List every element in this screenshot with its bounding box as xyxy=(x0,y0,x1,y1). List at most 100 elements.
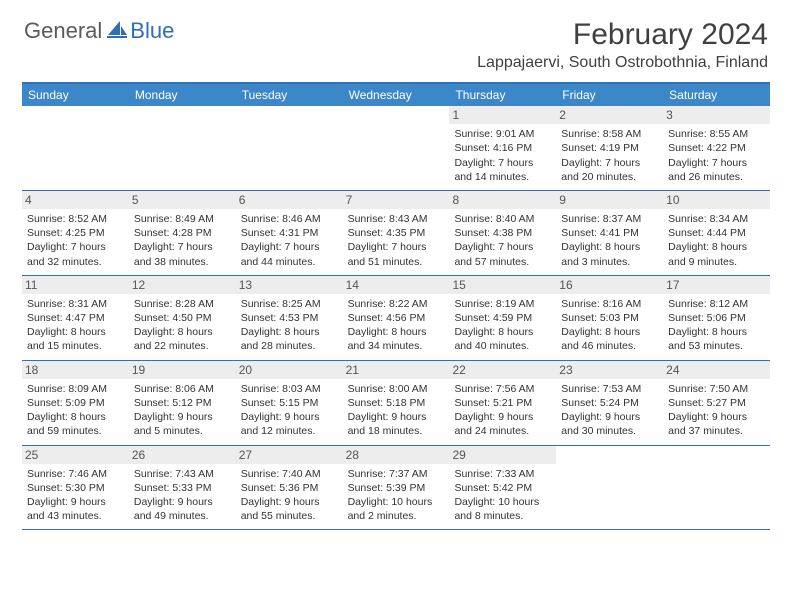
day-cell: 8Sunrise: 8:40 AMSunset: 4:38 PMDaylight… xyxy=(449,191,556,275)
day-number: 1 xyxy=(449,106,556,124)
daylight-text: Daylight: 8 hours xyxy=(241,325,338,339)
sunset-text: Sunset: 5:03 PM xyxy=(561,311,658,325)
daylight-text: and 38 minutes. xyxy=(134,255,231,269)
day-number: 15 xyxy=(449,276,556,294)
day-cell: 14Sunrise: 8:22 AMSunset: 4:56 PMDayligh… xyxy=(343,276,450,360)
dow-sunday: Sunday xyxy=(22,84,129,106)
day-cell xyxy=(663,446,770,530)
daylight-text: and 43 minutes. xyxy=(27,509,124,523)
sunrise-text: Sunrise: 8:22 AM xyxy=(348,297,445,311)
sunrise-text: Sunrise: 8:09 AM xyxy=(27,382,124,396)
day-number: 12 xyxy=(129,276,236,294)
day-number: 26 xyxy=(129,446,236,464)
day-cell: 13Sunrise: 8:25 AMSunset: 4:53 PMDayligh… xyxy=(236,276,343,360)
week-row: 11Sunrise: 8:31 AMSunset: 4:47 PMDayligh… xyxy=(22,276,770,361)
day-cell xyxy=(556,446,663,530)
daylight-text: and 12 minutes. xyxy=(241,424,338,438)
daylight-text: and 22 minutes. xyxy=(134,339,231,353)
day-cell xyxy=(236,106,343,190)
day-cell: 11Sunrise: 8:31 AMSunset: 4:47 PMDayligh… xyxy=(22,276,129,360)
day-cell: 9Sunrise: 8:37 AMSunset: 4:41 PMDaylight… xyxy=(556,191,663,275)
sunrise-text: Sunrise: 8:31 AM xyxy=(27,297,124,311)
day-cell: 18Sunrise: 8:09 AMSunset: 5:09 PMDayligh… xyxy=(22,361,129,445)
daylight-text: and 34 minutes. xyxy=(348,339,445,353)
sunrise-text: Sunrise: 8:43 AM xyxy=(348,212,445,226)
daylight-text: and 46 minutes. xyxy=(561,339,658,353)
day-cell xyxy=(129,106,236,190)
sunrise-text: Sunrise: 7:43 AM xyxy=(134,467,231,481)
sunrise-text: Sunrise: 8:12 AM xyxy=(668,297,765,311)
daylight-text: Daylight: 9 hours xyxy=(241,495,338,509)
day-cell: 29Sunrise: 7:33 AMSunset: 5:42 PMDayligh… xyxy=(449,446,556,530)
sunset-text: Sunset: 5:24 PM xyxy=(561,396,658,410)
sunrise-text: Sunrise: 8:58 AM xyxy=(561,127,658,141)
daylight-text: and 37 minutes. xyxy=(668,424,765,438)
daylight-text: Daylight: 8 hours xyxy=(27,325,124,339)
sunset-text: Sunset: 4:28 PM xyxy=(134,226,231,240)
day-number: 23 xyxy=(556,361,663,379)
week-row: 1Sunrise: 9:01 AMSunset: 4:16 PMDaylight… xyxy=(22,106,770,191)
sunset-text: Sunset: 4:47 PM xyxy=(27,311,124,325)
sunset-text: Sunset: 4:53 PM xyxy=(241,311,338,325)
calendar: Sunday Monday Tuesday Wednesday Thursday… xyxy=(22,82,770,530)
logo: General Blue xyxy=(24,18,174,44)
daylight-text: and 44 minutes. xyxy=(241,255,338,269)
header: General Blue February 2024 Lappajaervi, … xyxy=(0,0,792,76)
day-number: 13 xyxy=(236,276,343,294)
sunset-text: Sunset: 4:44 PM xyxy=(668,226,765,240)
daylight-text: and 53 minutes. xyxy=(668,339,765,353)
daylight-text: Daylight: 9 hours xyxy=(27,495,124,509)
daylight-text: Daylight: 9 hours xyxy=(454,410,551,424)
sunset-text: Sunset: 5:15 PM xyxy=(241,396,338,410)
day-number: 24 xyxy=(663,361,770,379)
daylight-text: Daylight: 7 hours xyxy=(454,156,551,170)
day-number: 6 xyxy=(236,191,343,209)
day-number: 18 xyxy=(22,361,129,379)
sunset-text: Sunset: 4:25 PM xyxy=(27,226,124,240)
day-cell: 1Sunrise: 9:01 AMSunset: 4:16 PMDaylight… xyxy=(449,106,556,190)
day-cell: 20Sunrise: 8:03 AMSunset: 5:15 PMDayligh… xyxy=(236,361,343,445)
daylight-text: and 51 minutes. xyxy=(348,255,445,269)
logo-sail-icon xyxy=(106,19,128,44)
daylight-text: and 28 minutes. xyxy=(241,339,338,353)
day-cell: 23Sunrise: 7:53 AMSunset: 5:24 PMDayligh… xyxy=(556,361,663,445)
daylight-text: and 49 minutes. xyxy=(134,509,231,523)
daylight-text: and 24 minutes. xyxy=(454,424,551,438)
sunset-text: Sunset: 4:31 PM xyxy=(241,226,338,240)
title-block: February 2024 Lappajaervi, South Ostrobo… xyxy=(477,18,768,72)
daylight-text: and 55 minutes. xyxy=(241,509,338,523)
sunset-text: Sunset: 4:22 PM xyxy=(668,141,765,155)
day-number: 27 xyxy=(236,446,343,464)
daylight-text: Daylight: 8 hours xyxy=(348,325,445,339)
daylight-text: Daylight: 7 hours xyxy=(134,240,231,254)
sunset-text: Sunset: 5:27 PM xyxy=(668,396,765,410)
day-cell: 28Sunrise: 7:37 AMSunset: 5:39 PMDayligh… xyxy=(343,446,450,530)
logo-text-blue: Blue xyxy=(130,18,174,44)
sunrise-text: Sunrise: 9:01 AM xyxy=(454,127,551,141)
daylight-text: Daylight: 9 hours xyxy=(348,410,445,424)
day-number: 7 xyxy=(343,191,450,209)
day-number: 29 xyxy=(449,446,556,464)
day-number: 4 xyxy=(22,191,129,209)
sunrise-text: Sunrise: 8:49 AM xyxy=(134,212,231,226)
sunrise-text: Sunrise: 7:46 AM xyxy=(27,467,124,481)
sunrise-text: Sunrise: 8:34 AM xyxy=(668,212,765,226)
daylight-text: Daylight: 9 hours xyxy=(668,410,765,424)
dow-thursday: Thursday xyxy=(449,84,556,106)
day-number: 3 xyxy=(663,106,770,124)
sunrise-text: Sunrise: 8:28 AM xyxy=(134,297,231,311)
day-cell: 24Sunrise: 7:50 AMSunset: 5:27 PMDayligh… xyxy=(663,361,770,445)
sunrise-text: Sunrise: 8:37 AM xyxy=(561,212,658,226)
day-cell: 22Sunrise: 7:56 AMSunset: 5:21 PMDayligh… xyxy=(449,361,556,445)
dow-tuesday: Tuesday xyxy=(236,84,343,106)
daylight-text: Daylight: 7 hours xyxy=(561,156,658,170)
day-cell: 4Sunrise: 8:52 AMSunset: 4:25 PMDaylight… xyxy=(22,191,129,275)
daylight-text: and 18 minutes. xyxy=(348,424,445,438)
day-cell: 12Sunrise: 8:28 AMSunset: 4:50 PMDayligh… xyxy=(129,276,236,360)
dow-wednesday: Wednesday xyxy=(343,84,450,106)
daylight-text: Daylight: 8 hours xyxy=(27,410,124,424)
sunrise-text: Sunrise: 8:52 AM xyxy=(27,212,124,226)
day-number: 10 xyxy=(663,191,770,209)
month-title: February 2024 xyxy=(477,18,768,52)
sunrise-text: Sunrise: 7:53 AM xyxy=(561,382,658,396)
